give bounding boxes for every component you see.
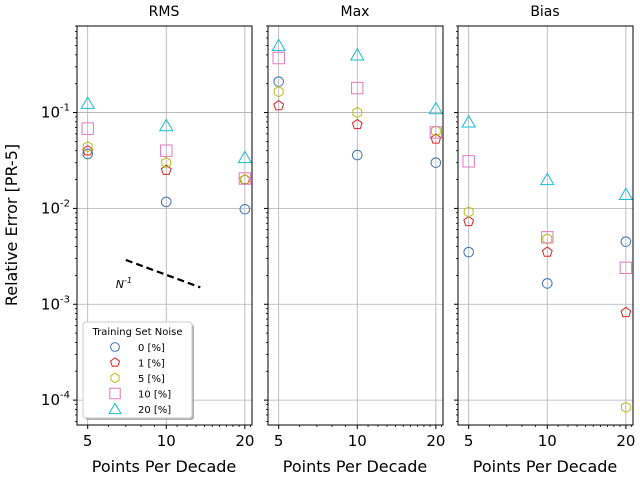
reference-line-label: N-1 <box>116 276 132 291</box>
panel-title-max: Max <box>341 4 370 20</box>
legend-marker-circle <box>110 342 120 352</box>
max-marker-square-5 <box>272 51 285 65</box>
panel-title-rms: RMS <box>149 4 180 20</box>
ticks-rms: 5 10 20 10-4 10-3 10-2 10-1 <box>41 25 254 450</box>
legend-label: 20 [%] <box>138 405 171 416</box>
x-tick-label: 5 <box>464 432 474 450</box>
bias-marker-pentagon-10 <box>541 246 553 257</box>
x-tick-label: 20 <box>616 432 635 450</box>
x-tick-label: 10 <box>348 432 367 450</box>
bias-marker-square-10 <box>541 231 554 244</box>
x-tick-label: 10 <box>538 432 557 450</box>
panel-max: Max 5 10 20 Points Per Decade <box>264 4 445 476</box>
rms-marker-triangle-10 <box>158 118 174 132</box>
legend-label: 0 [%] <box>138 343 165 354</box>
x-tick-label: 10 <box>157 432 176 450</box>
rms-marker-circle-20 <box>239 203 251 215</box>
axes-frame-rms <box>76 25 253 426</box>
max-marker-triangle-5 <box>271 38 287 52</box>
axes-frame-max <box>267 25 444 426</box>
bias-marker-pentagon-20 <box>620 306 632 318</box>
bias-marker-hexagon-20 <box>620 401 631 414</box>
rms-marker-triangle-20 <box>237 150 253 164</box>
rms-marker-hexagon-10 <box>161 157 172 169</box>
legend-marker-pentagon <box>109 357 121 367</box>
bias-marker-square-20 <box>619 261 633 275</box>
max-marker-triangle-10 <box>349 47 365 61</box>
reference-line-group: N-1 <box>116 258 201 291</box>
y-tick-label: 10-3 <box>41 294 70 313</box>
bias-marker-triangle-20 <box>618 187 634 201</box>
legend-title: Training Set Noise <box>92 327 183 338</box>
panel-bias: Bias 5 10 20 Points Per Decade <box>454 4 635 476</box>
x-axis-label-rms: Points Per Decade <box>92 457 237 476</box>
x-axis-label-bias: Points Per Decade <box>473 457 618 476</box>
max-marker-pentagon-5 <box>273 99 285 111</box>
y-tick-label: 10-1 <box>41 103 70 122</box>
rms-marker-circle-10 <box>160 196 172 208</box>
bias-marker-circle-20 <box>620 236 632 247</box>
legend: Training Set Noise 0 [%] 1 [%] 5 [%] 10 [%] 2… <box>82 321 194 420</box>
x-axis-label-max: Points Per Decade <box>283 457 428 476</box>
grid-bias <box>458 26 633 425</box>
rms-marker-square-5 <box>81 122 94 135</box>
markers-max <box>271 38 444 168</box>
bias-marker-hexagon-10 <box>542 233 553 245</box>
max-marker-pentagon-10 <box>351 118 363 130</box>
legend-label: 10 [%] <box>138 390 171 401</box>
ticks-max: 5 10 20 <box>264 25 445 450</box>
panel-rms: RMS N-1 5 10 20 10-4 10-3 10-2 10-1 Points Per… <box>2 4 254 476</box>
legend-marker-square <box>109 387 121 400</box>
x-tick-label: 5 <box>83 432 93 450</box>
x-tick-label: 5 <box>274 432 284 450</box>
legend-label: 5 [%] <box>138 374 165 385</box>
max-marker-square-20 <box>429 126 443 139</box>
bias-marker-circle-5 <box>463 246 474 258</box>
rms-marker-hexagon-5 <box>82 141 93 153</box>
markers-rms <box>80 96 253 215</box>
legend-label: 1 [%] <box>138 359 165 370</box>
legend-marker-hexagon <box>110 372 120 384</box>
max-marker-hexagon-10 <box>352 106 363 119</box>
rms-marker-pentagon-10 <box>160 164 172 175</box>
max-marker-pentagon-20 <box>430 133 442 144</box>
x-tick-label: 20 <box>235 432 254 450</box>
x-tick-label: 20 <box>426 432 445 450</box>
bias-marker-hexagon-5 <box>463 206 474 218</box>
bias-marker-circle-10 <box>541 278 553 289</box>
markers-bias <box>461 114 634 414</box>
grid-max <box>268 26 443 425</box>
max-marker-square-10 <box>351 81 364 95</box>
bias-marker-square-5 <box>462 155 475 168</box>
rms-marker-triangle-5 <box>80 96 96 109</box>
rms-marker-square-20 <box>238 172 252 185</box>
panel-title-bias: Bias <box>530 4 559 20</box>
axes-frame-bias <box>457 25 634 426</box>
bias-marker-triangle-10 <box>539 172 555 186</box>
rms-marker-circle-5 <box>82 148 93 160</box>
reference-line <box>125 258 201 289</box>
bias-marker-pentagon-5 <box>463 215 475 227</box>
y-tick-label: 10-4 <box>41 390 70 409</box>
ticks-bias: 5 10 20 <box>454 25 635 450</box>
grid-rms <box>77 26 252 425</box>
max-marker-circle-20 <box>430 157 442 168</box>
y-axis-label: Relative Error [PR-5] <box>2 144 21 306</box>
rms-marker-square-10 <box>160 144 173 157</box>
max-marker-hexagon-20 <box>430 125 441 137</box>
y-tick-label: 10-2 <box>41 198 70 217</box>
bias-marker-triangle-5 <box>461 114 477 128</box>
max-marker-circle-10 <box>351 149 363 161</box>
max-marker-triangle-20 <box>428 101 444 115</box>
legend-marker-triangle <box>108 402 122 415</box>
max-marker-hexagon-5 <box>273 86 284 98</box>
